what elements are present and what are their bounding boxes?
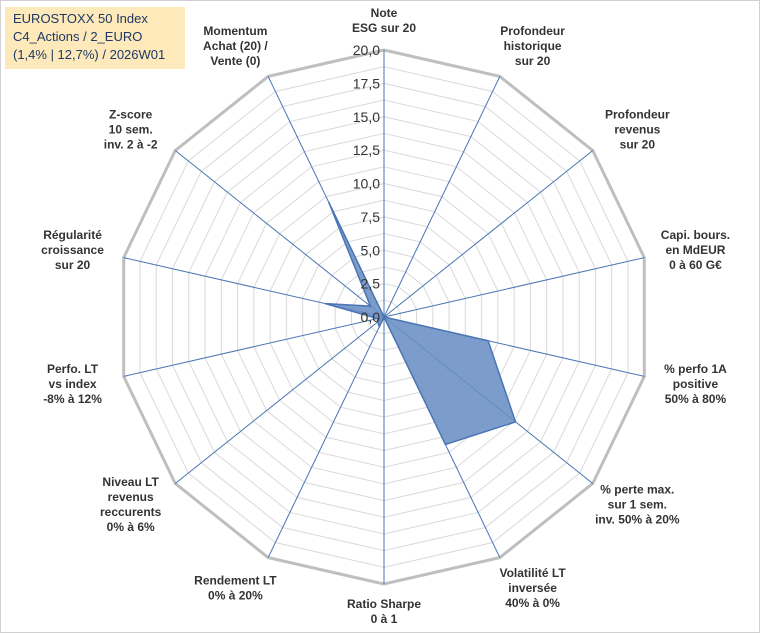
- axis-label-12-line-2: inv. 2 à -2: [104, 137, 158, 151]
- title-line-2: C4_Actions / 2_EURO: [13, 29, 143, 44]
- spoke-1: [383, 76, 501, 318]
- axis-label-13-line-2: Vente (0): [210, 54, 260, 68]
- data-point-9: [376, 321, 379, 323]
- axis-label-12-line-1: 10 sem.: [109, 122, 153, 136]
- axis-label-5: % perte max.sur 1 sem.inv. 50% à 20%: [595, 483, 680, 527]
- spoke-3: [383, 257, 645, 318]
- axis-label-9-line-3: 0% à 6%: [107, 520, 155, 534]
- axis-label-0-line-1: ESG sur 20: [352, 21, 416, 35]
- axis-label-10-line-1: vs index: [49, 377, 97, 391]
- tick-label-5: 12,5: [353, 142, 380, 158]
- spoke-12: [174, 150, 385, 318]
- axis-label-11-line-0: Régularité: [43, 228, 102, 242]
- spoke-8: [267, 316, 385, 558]
- tick-label-6: 15,0: [353, 109, 380, 125]
- chart-title-box: EUROSTOXX 50 Index C4_Actions / 2_EURO (…: [5, 7, 185, 69]
- tick-label-1: 2,5: [361, 276, 381, 292]
- spoke-10: [123, 316, 385, 377]
- axis-label-12-line-0: Z-score: [109, 107, 153, 121]
- axis-label-6-line-1: inversée: [508, 581, 557, 595]
- axis-label-9-line-2: reccurents: [100, 505, 162, 519]
- spoke-9: [174, 316, 385, 484]
- axis-label-0-line-0: Note: [371, 6, 398, 20]
- axis-label-11-line-2: sur 20: [55, 258, 91, 272]
- axis-label-3-line-1: en MdEUR: [665, 243, 725, 257]
- axis-label-4-line-1: positive: [673, 377, 719, 391]
- axis-label-10-line-2: -8% à 12%: [43, 392, 102, 406]
- series-area: [325, 202, 517, 446]
- axis-label-13-line-1: Achat (20) /: [203, 39, 268, 53]
- data-point-11: [324, 302, 327, 305]
- axis-label-8-line-0: Rendement LT: [194, 574, 277, 588]
- axis-label-4-line-2: 50% à 80%: [665, 392, 727, 406]
- axis-label-7-line-1: 0 à 1: [371, 612, 398, 626]
- axis-label-4-line-0: % perfo 1A: [664, 362, 727, 376]
- axis-label-11-line-1: croissance: [41, 243, 104, 257]
- axis-label-2-line-2: sur 20: [620, 137, 656, 151]
- axis-label-2-line-1: revenus: [614, 122, 660, 136]
- tick-label-2: 5,0: [361, 242, 381, 258]
- axis-label-9-line-1: revenus: [108, 490, 154, 504]
- data-point-6: [444, 443, 447, 446]
- axis-label-7-line-0: Ratio Sharpe: [347, 597, 421, 611]
- axis-label-10-line-0: Perfo. LT: [47, 362, 99, 376]
- title-line-1: EUROSTOXX 50 Index: [13, 11, 148, 26]
- series-layer: [324, 201, 517, 446]
- tick-label-4: 10,0: [353, 176, 380, 192]
- axis-label-13-line-0: Momentum: [203, 24, 267, 38]
- axis-label-8-line-1: 0% à 20%: [208, 589, 263, 603]
- data-point-5: [514, 421, 517, 423]
- spoke-2: [383, 150, 594, 318]
- data-point-7: [383, 316, 385, 318]
- axis-label-8: Rendement LT0% à 20%: [194, 574, 277, 603]
- tick-label-7: 17,5: [353, 75, 380, 91]
- axis-label-5-line-1: sur 1 sem.: [608, 498, 667, 512]
- data-point-4: [487, 339, 489, 342]
- axis-label-2-line-0: Profondeur: [605, 107, 670, 121]
- axis-label-5-line-0: % perte max.: [600, 483, 674, 497]
- axis-label-3-line-2: 0 à 60 G€: [669, 258, 722, 272]
- title-line-3: (1,4% | 12,7%) / 2026W01: [13, 47, 166, 62]
- tick-label-3: 7,5: [361, 209, 381, 225]
- axis-label-9-line-0: Niveau LT: [102, 475, 159, 489]
- tick-label-0: 0,0: [361, 309, 381, 325]
- data-point-8: [378, 325, 381, 328]
- axis-label-3-line-0: Capi. bours.: [661, 228, 730, 242]
- data-point-10: [376, 317, 379, 320]
- tick-label-8: 20,0: [353, 42, 380, 58]
- axis-label-1-line-2: sur 20: [515, 54, 551, 68]
- tick-layer: 0,0 2,5 5,0 7,5 10,0 12,5 15,0 17,5 20,0: [353, 42, 380, 325]
- axis-label-1-line-1: historique: [504, 39, 562, 53]
- axis-label-5-line-2: inv. 50% à 20%: [595, 513, 680, 527]
- axis-label-6-line-2: 40% à 0%: [505, 596, 560, 610]
- data-point-12: [369, 305, 372, 307]
- axis-label-1-line-0: Profondeur: [500, 24, 565, 38]
- data-point-13: [328, 201, 330, 204]
- axis-label-6-line-0: Volatilité LT: [499, 566, 566, 580]
